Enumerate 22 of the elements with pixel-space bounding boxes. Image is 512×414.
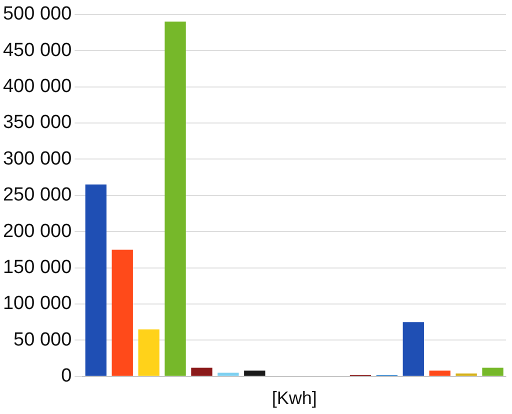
y-tick-label: 250 000: [2, 184, 72, 206]
bar: [218, 372, 239, 376]
y-tick-label: 400 000: [2, 76, 72, 98]
bar: [402, 322, 424, 376]
bar: [138, 329, 160, 376]
bar: [482, 368, 504, 376]
y-tick-label: 350 000: [2, 112, 72, 134]
y-tick-label: 200 000: [2, 220, 72, 242]
bar: [244, 370, 266, 376]
bar: [85, 184, 106, 376]
y-tick-label: 500 000: [2, 4, 72, 25]
bar: [164, 22, 186, 376]
y-tick-label: 50 000: [14, 329, 72, 350]
y-tick-label: 450 000: [2, 40, 72, 61]
y-tick-label: 300 000: [2, 148, 72, 170]
x-axis-title: [Kwh]: [272, 388, 317, 408]
y-tick-label: 0: [61, 366, 72, 387]
bar: [112, 250, 133, 376]
bar: [429, 370, 450, 376]
y-tick-label: 150 000: [2, 257, 72, 278]
y-tick-label: 100 000: [2, 293, 72, 314]
bar: [191, 368, 212, 376]
